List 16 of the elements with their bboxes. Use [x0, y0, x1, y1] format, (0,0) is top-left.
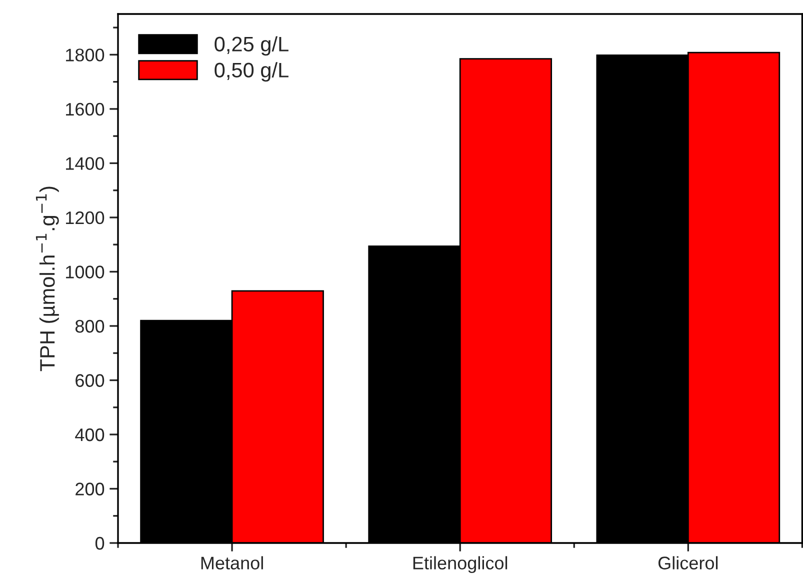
- x-tick-label: Metanol: [201, 556, 263, 570]
- y-tick-label: 1800: [66, 48, 104, 62]
- legend-label: 0,25 g/L: [214, 36, 288, 56]
- y-tick-label: 1600: [66, 102, 104, 116]
- y-tick-label: 1200: [66, 211, 104, 224]
- y-tick-label: 600: [76, 374, 104, 387]
- x-tick-label: Etilenoglicol: [413, 556, 508, 574]
- y-tick-label: 0: [95, 536, 104, 550]
- y-tick-label: 200: [76, 482, 104, 496]
- y-tick-label: 1400: [66, 157, 104, 170]
- y-tick-label: 400: [75, 428, 104, 442]
- legend-label: 0,50 g/L: [214, 62, 288, 82]
- y-tick-label: 1000: [66, 266, 104, 278]
- y-axis-title: TPH (µmol.h$^{−1}$.g$^{−1}$): [36, 186, 59, 372]
- x-tick-label: Glicerol: [658, 556, 718, 570]
- y-tick-label: 800: [75, 320, 104, 333]
